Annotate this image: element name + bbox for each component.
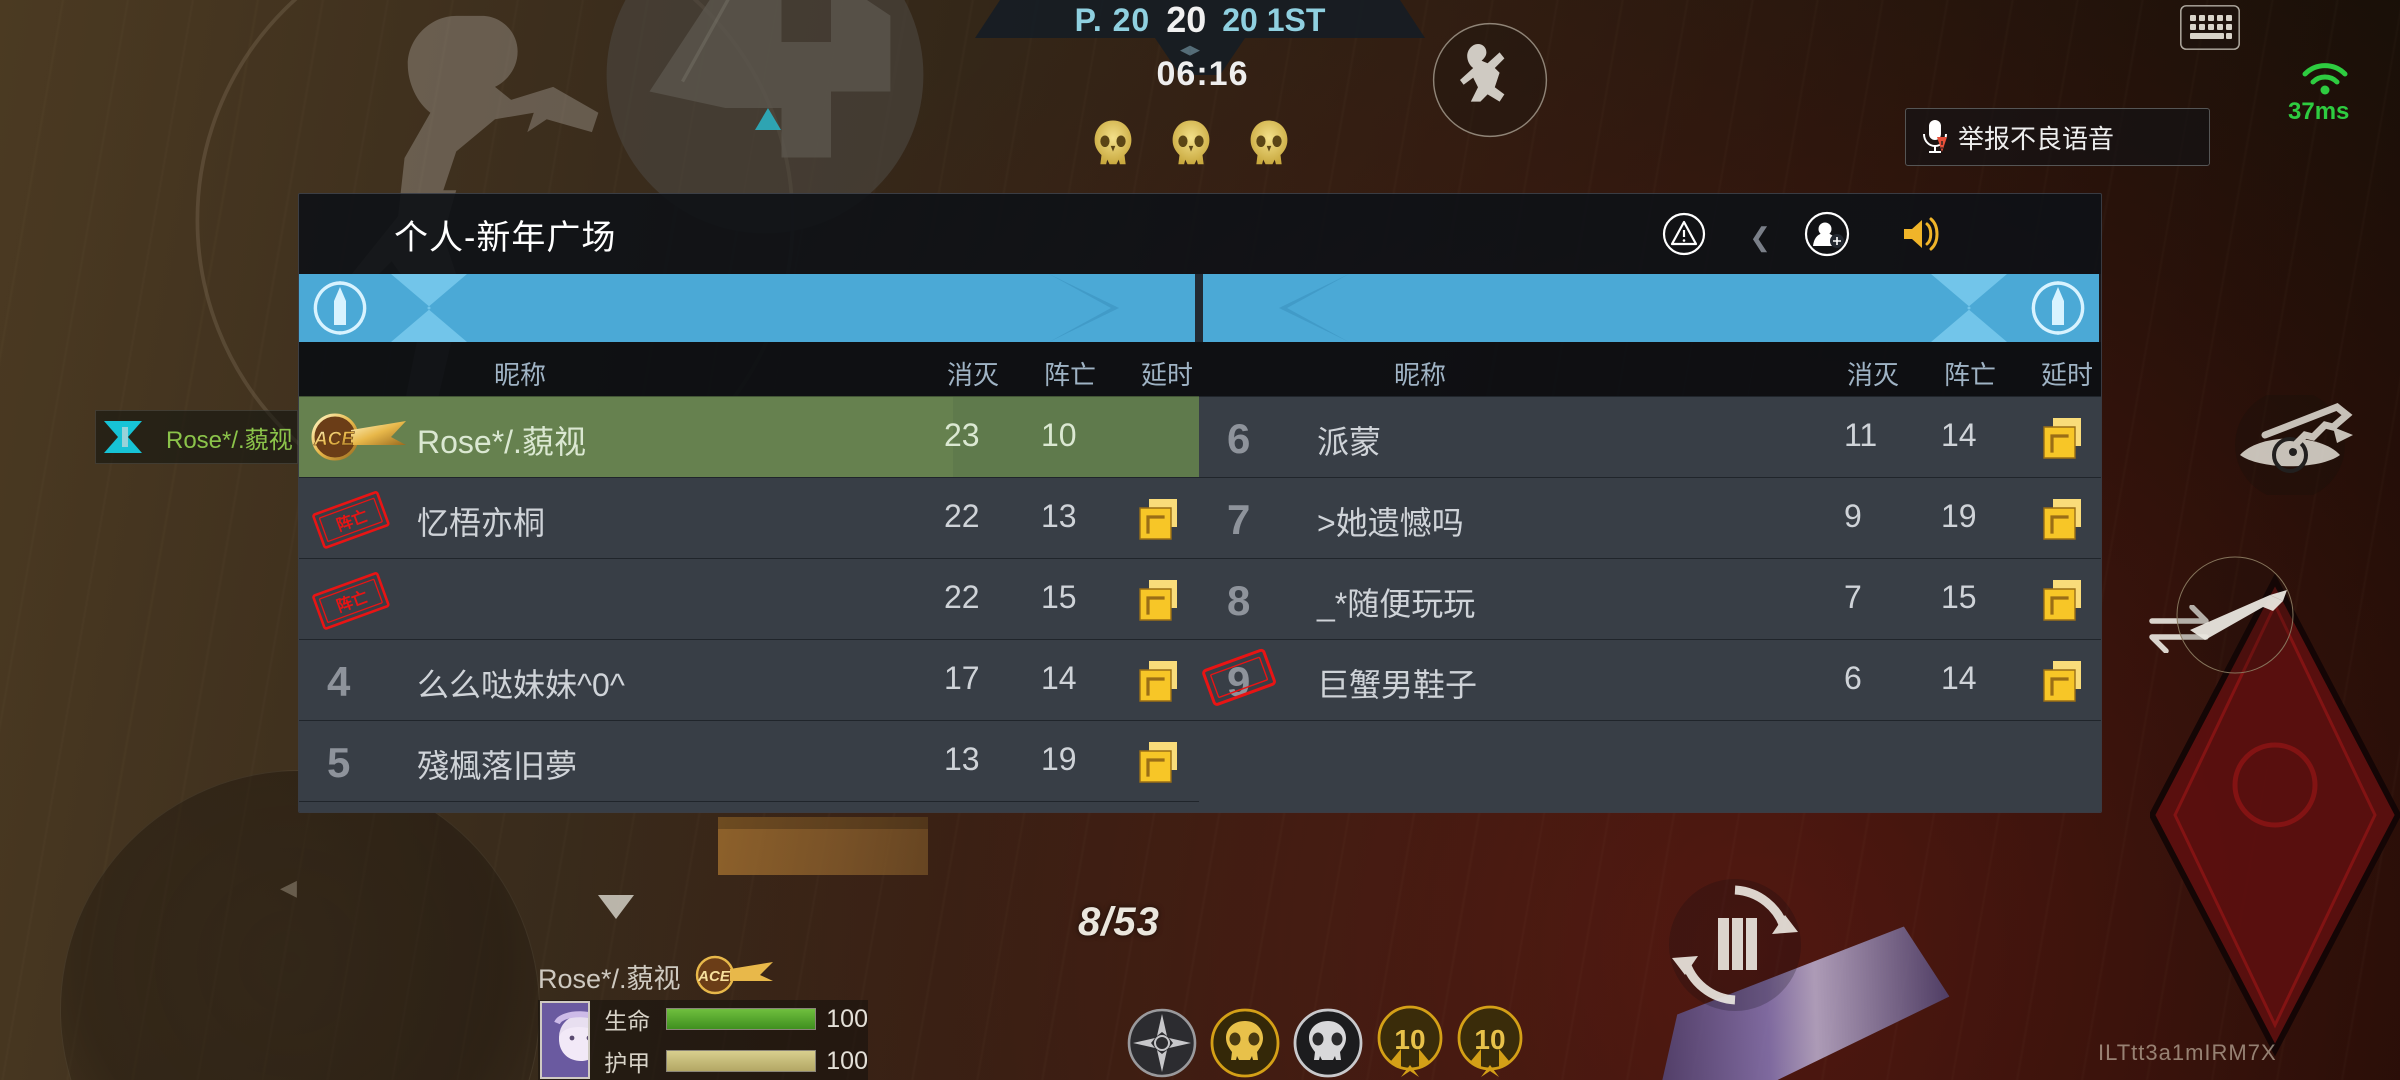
svg-text:10: 10: [1394, 1024, 1425, 1055]
svg-text:ACE: ACE: [697, 968, 731, 985]
svg-text:10: 10: [1474, 1024, 1505, 1055]
svg-text:ACE: ACE: [313, 429, 355, 450]
